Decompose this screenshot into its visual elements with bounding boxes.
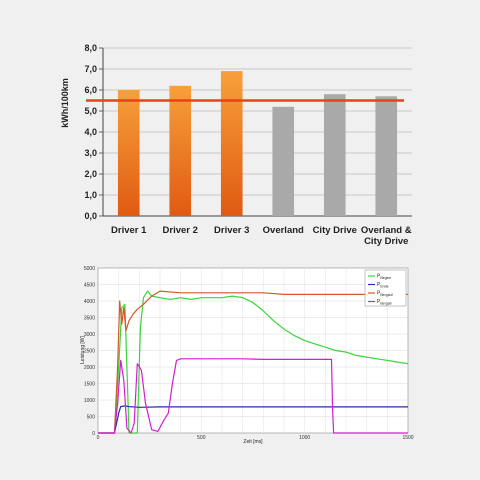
bar — [272, 106, 295, 216]
line-y-tick-label: 2500 — [84, 348, 95, 354]
bar-category-label: City Drive — [313, 225, 357, 236]
bar-y-tick-label: 6,0 — [84, 85, 97, 95]
line-x-tick-label: 500 — [197, 435, 206, 441]
line-series-bergab — [98, 358, 408, 434]
line-y-tick-label: 1000 — [84, 398, 95, 404]
line-y-tick-label: 0 — [92, 431, 95, 437]
bar — [323, 94, 346, 216]
bar-y-tick-label: 0,0 — [84, 211, 97, 221]
bar — [375, 96, 398, 216]
line-x-tick-label: 0 — [97, 435, 100, 441]
bar-y-tick-label: 1,0 — [84, 190, 97, 200]
bar-y-tick-label: 3,0 — [84, 148, 97, 158]
line-series-beginn — [98, 290, 409, 434]
bar-category-label: Driver 2 — [163, 225, 198, 236]
bar-chart-category-labels: Driver 1 Driver 2 Driver 3 Overland City Dri… — [111, 225, 412, 247]
legend-entry: PBergab — [377, 299, 392, 306]
bar-category-label: Overland — [263, 225, 304, 236]
line-x-tick-label: 1000 — [299, 435, 310, 441]
bar-chart-gridlines — [99, 47, 412, 217]
bar-y-tick-label: 5,0 — [84, 106, 97, 116]
line-y-tick-label: 3000 — [84, 332, 95, 338]
bar-chart-bars — [117, 71, 398, 216]
bar-category-label: City Drive — [364, 236, 408, 247]
line-chart-x-tick-labels: 0 500 1000 1500 — [97, 435, 414, 441]
bar-y-tick-label: 2,0 — [84, 169, 97, 179]
bar-chart-y-tick-labels: 0,0 1,0 2,0 3,0 4,0 5,0 6,0 7,0 8,0 — [84, 43, 97, 221]
line-y-tick-label: 3500 — [84, 315, 95, 321]
line-chart-x-axis-label: Zeit [ms] — [243, 439, 263, 445]
line-y-tick-label: 2000 — [84, 365, 95, 371]
line-series-ende — [98, 405, 408, 434]
bar-category-label: Driver 1 — [111, 225, 147, 236]
bar-y-tick-label: 8,0 — [84, 43, 97, 53]
bar-y-tick-label: 4,0 — [84, 127, 97, 137]
bar-category-label: Driver 3 — [214, 225, 249, 236]
line-y-tick-label: 4000 — [84, 299, 95, 305]
legend-entry: PBeginn — [377, 274, 391, 281]
legend-entry: PBergauf — [377, 291, 393, 298]
line-x-tick-label: 1500 — [402, 435, 413, 441]
bar — [220, 71, 243, 216]
bar-category-label: Overland & — [361, 225, 412, 236]
line-chart-y-axis-label: Leistung [W] — [80, 335, 86, 363]
line-y-tick-label: 4500 — [84, 282, 95, 288]
line-chart-series — [98, 290, 409, 434]
bar — [169, 85, 192, 216]
line-y-tick-label: 500 — [87, 414, 96, 420]
line-series-bergauf — [98, 290, 408, 434]
bar-chart: 0,01,02,03,04,05,06,07,08,0 Driver 1 Driv… — [60, 43, 412, 247]
line-y-tick-label: 1500 — [84, 381, 95, 387]
legend-entry: PEnde — [377, 282, 389, 289]
line-chart-y-tick-labels: 0 500 1000 1500 2000 2500 3000 3500 4000 4500 5000 — [84, 266, 95, 437]
bar — [117, 90, 140, 216]
line-y-tick-label: 5000 — [84, 266, 95, 272]
bar-chart-y-axis-label: kWh/100km — [60, 78, 70, 128]
bar-y-tick-label: 7,0 — [84, 64, 97, 74]
